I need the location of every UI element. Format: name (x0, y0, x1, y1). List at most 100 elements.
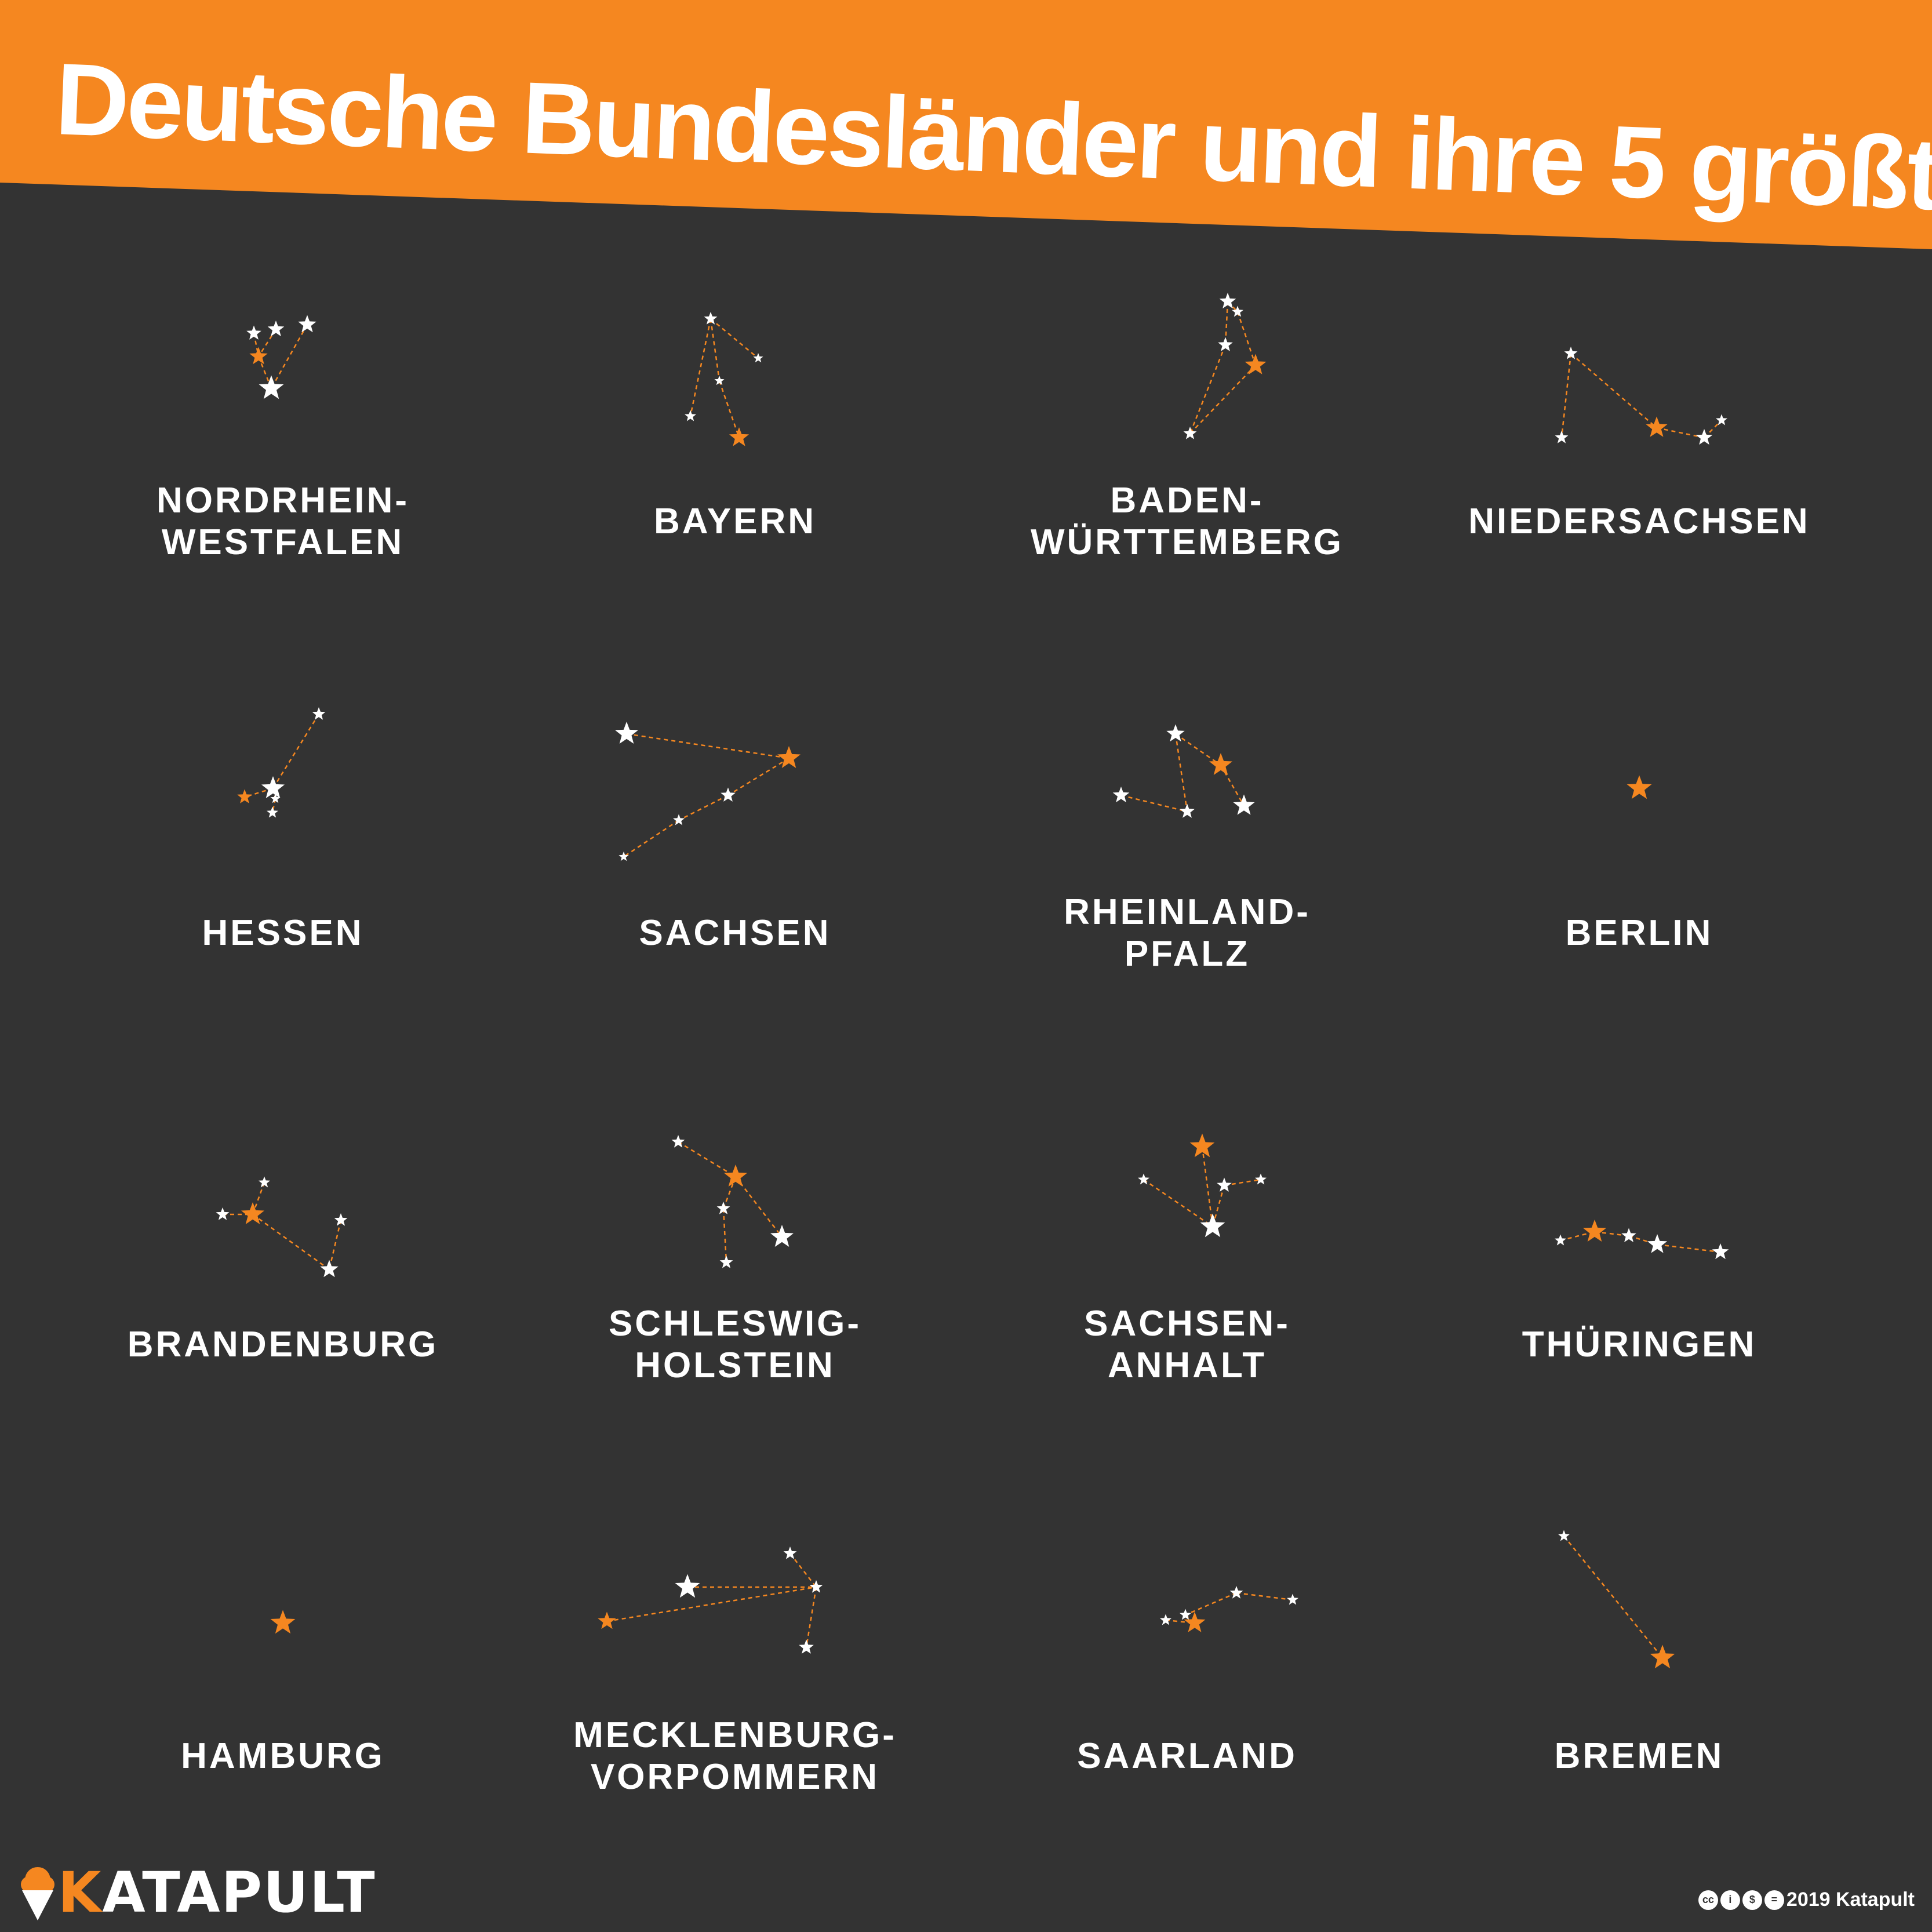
constellation-line (689, 318, 712, 417)
capital-star-icon (249, 347, 268, 365)
capital-star-icon (1646, 416, 1668, 437)
state-label: BADEN- WÜRTTEMBERG (949, 464, 1425, 580)
city-star-icon (809, 1580, 823, 1593)
constellation-line (1185, 1592, 1237, 1616)
constellation-line (1236, 311, 1257, 366)
constellation-line (1143, 1178, 1213, 1228)
city-star-icon (298, 315, 316, 333)
city-star-icon (1218, 337, 1233, 351)
city-star-icon (1716, 414, 1727, 425)
city-star-icon (618, 852, 629, 861)
state-cell: BREMEN (1402, 1507, 1877, 1913)
city-star-icon (615, 722, 638, 744)
state-label-line: BADEN- (1110, 481, 1264, 521)
city-star-icon (1695, 429, 1713, 445)
city-star-icon (799, 1639, 814, 1654)
constellation-line (1563, 1536, 1663, 1658)
state-label-line: RHEINLAND- (1064, 892, 1311, 932)
state-cell: SCHLESWIG- HOLSTEIN (497, 1096, 973, 1501)
city-star-icon (1564, 347, 1578, 359)
state-cell: HESSEN (45, 684, 521, 1090)
state-label-line: NORDRHEIN- (156, 481, 410, 521)
constellation (1183, 293, 1267, 439)
city-star-icon (1229, 1586, 1243, 1599)
state-label-line: BAYERN (653, 501, 817, 541)
city-star-icon (1287, 1593, 1298, 1605)
city-star-icon (1200, 1213, 1225, 1238)
city-star-icon (1180, 1609, 1191, 1620)
state-label-line: BERLIN (1565, 913, 1713, 953)
state-label-line: PFALZ (1124, 934, 1250, 974)
city-star-icon (267, 806, 278, 818)
state-label: THÜRINGEN (1402, 1287, 1877, 1403)
city-star-icon (1555, 1234, 1566, 1246)
constellation (1558, 1530, 1675, 1669)
attribution-icon: i (1720, 1890, 1740, 1910)
capital-star-icon (241, 1202, 264, 1224)
constellation-line (1570, 353, 1657, 428)
constellation-line (735, 1176, 783, 1238)
constellation-line (678, 794, 729, 821)
state-label-line: SACHSEN- (1084, 1304, 1290, 1344)
state-cell: NIEDERSACHSEN (1402, 272, 1877, 678)
city-star-icon (267, 321, 285, 337)
brand-rest: ATAPULT (102, 1860, 376, 1925)
constellation (216, 1176, 348, 1278)
state-label: SACHSEN (497, 875, 973, 991)
state-label: BERLIN (1402, 875, 1877, 991)
constellation (671, 1135, 794, 1268)
city-star-icon (716, 1202, 730, 1214)
state-label-line: THÜRINGEN (1522, 1325, 1757, 1365)
constellation-line (1189, 344, 1227, 434)
city-star-icon (675, 1574, 700, 1598)
state-cell: BERLIN (1402, 684, 1877, 1090)
ice-cream-icon (21, 1867, 54, 1920)
capital-star-icon (237, 789, 252, 803)
capital-star-icon (1189, 1133, 1215, 1158)
city-star-icon (714, 376, 725, 385)
city-star-icon (1555, 431, 1569, 443)
constellation-line (1224, 1178, 1261, 1187)
constellation (1555, 1220, 1729, 1260)
state-label-line: ANHALT (1107, 1345, 1267, 1385)
state-label-line: MECKLENBURG- (573, 1715, 897, 1755)
city-star-icon (719, 1256, 733, 1268)
city-star-icon (753, 353, 763, 363)
capital-star-icon (724, 1165, 747, 1187)
city-star-icon (1233, 794, 1255, 815)
state-label: SCHLESWIG- HOLSTEIN (497, 1287, 973, 1403)
katapult-logo: KATAPULT (17, 1860, 376, 1925)
state-cell: NORDRHEIN- WESTFALEN (45, 272, 521, 678)
constellation-line (710, 318, 721, 381)
state-cell: BRANDENBURG (45, 1096, 521, 1501)
constellation-line (257, 356, 272, 389)
city-star-icon (783, 1547, 797, 1559)
state-label: MECKLENBURG- VORPOMMERN (497, 1698, 973, 1814)
city-star-icon (312, 707, 326, 720)
constellation-line (257, 329, 277, 357)
state-label: RHEINLAND- PFALZ (949, 875, 1425, 991)
state-label: BAYERN (497, 464, 973, 580)
state-label-line: SAARLAND (1077, 1736, 1297, 1776)
state-cell: SACHSEN (497, 684, 973, 1090)
constellation (598, 1547, 823, 1654)
constellation-line (718, 380, 740, 438)
constellation (1627, 775, 1652, 799)
state-cell: BAYERN (497, 272, 973, 678)
state-label-line: BREMEN (1554, 1736, 1724, 1776)
state-label-line: HOLSTEIN (635, 1345, 835, 1385)
constellation (1112, 724, 1255, 818)
constellation-line (252, 1182, 265, 1215)
constellation (1555, 347, 1727, 445)
state-label-line: BRANDENBURG (127, 1325, 439, 1365)
capital-star-icon (1184, 1611, 1206, 1632)
state-label-line: HESSEN (202, 913, 364, 953)
state-label-line: HAMBURG (181, 1736, 385, 1776)
state-label: HESSEN (45, 875, 521, 991)
capital-star-icon (270, 1610, 296, 1634)
city-star-icon (671, 1135, 685, 1148)
city-star-icon (673, 814, 685, 825)
state-label: SACHSEN- ANHALT (949, 1287, 1425, 1403)
state-label: SAARLAND (949, 1698, 1425, 1814)
state-label: BREMEN (1402, 1698, 1877, 1814)
